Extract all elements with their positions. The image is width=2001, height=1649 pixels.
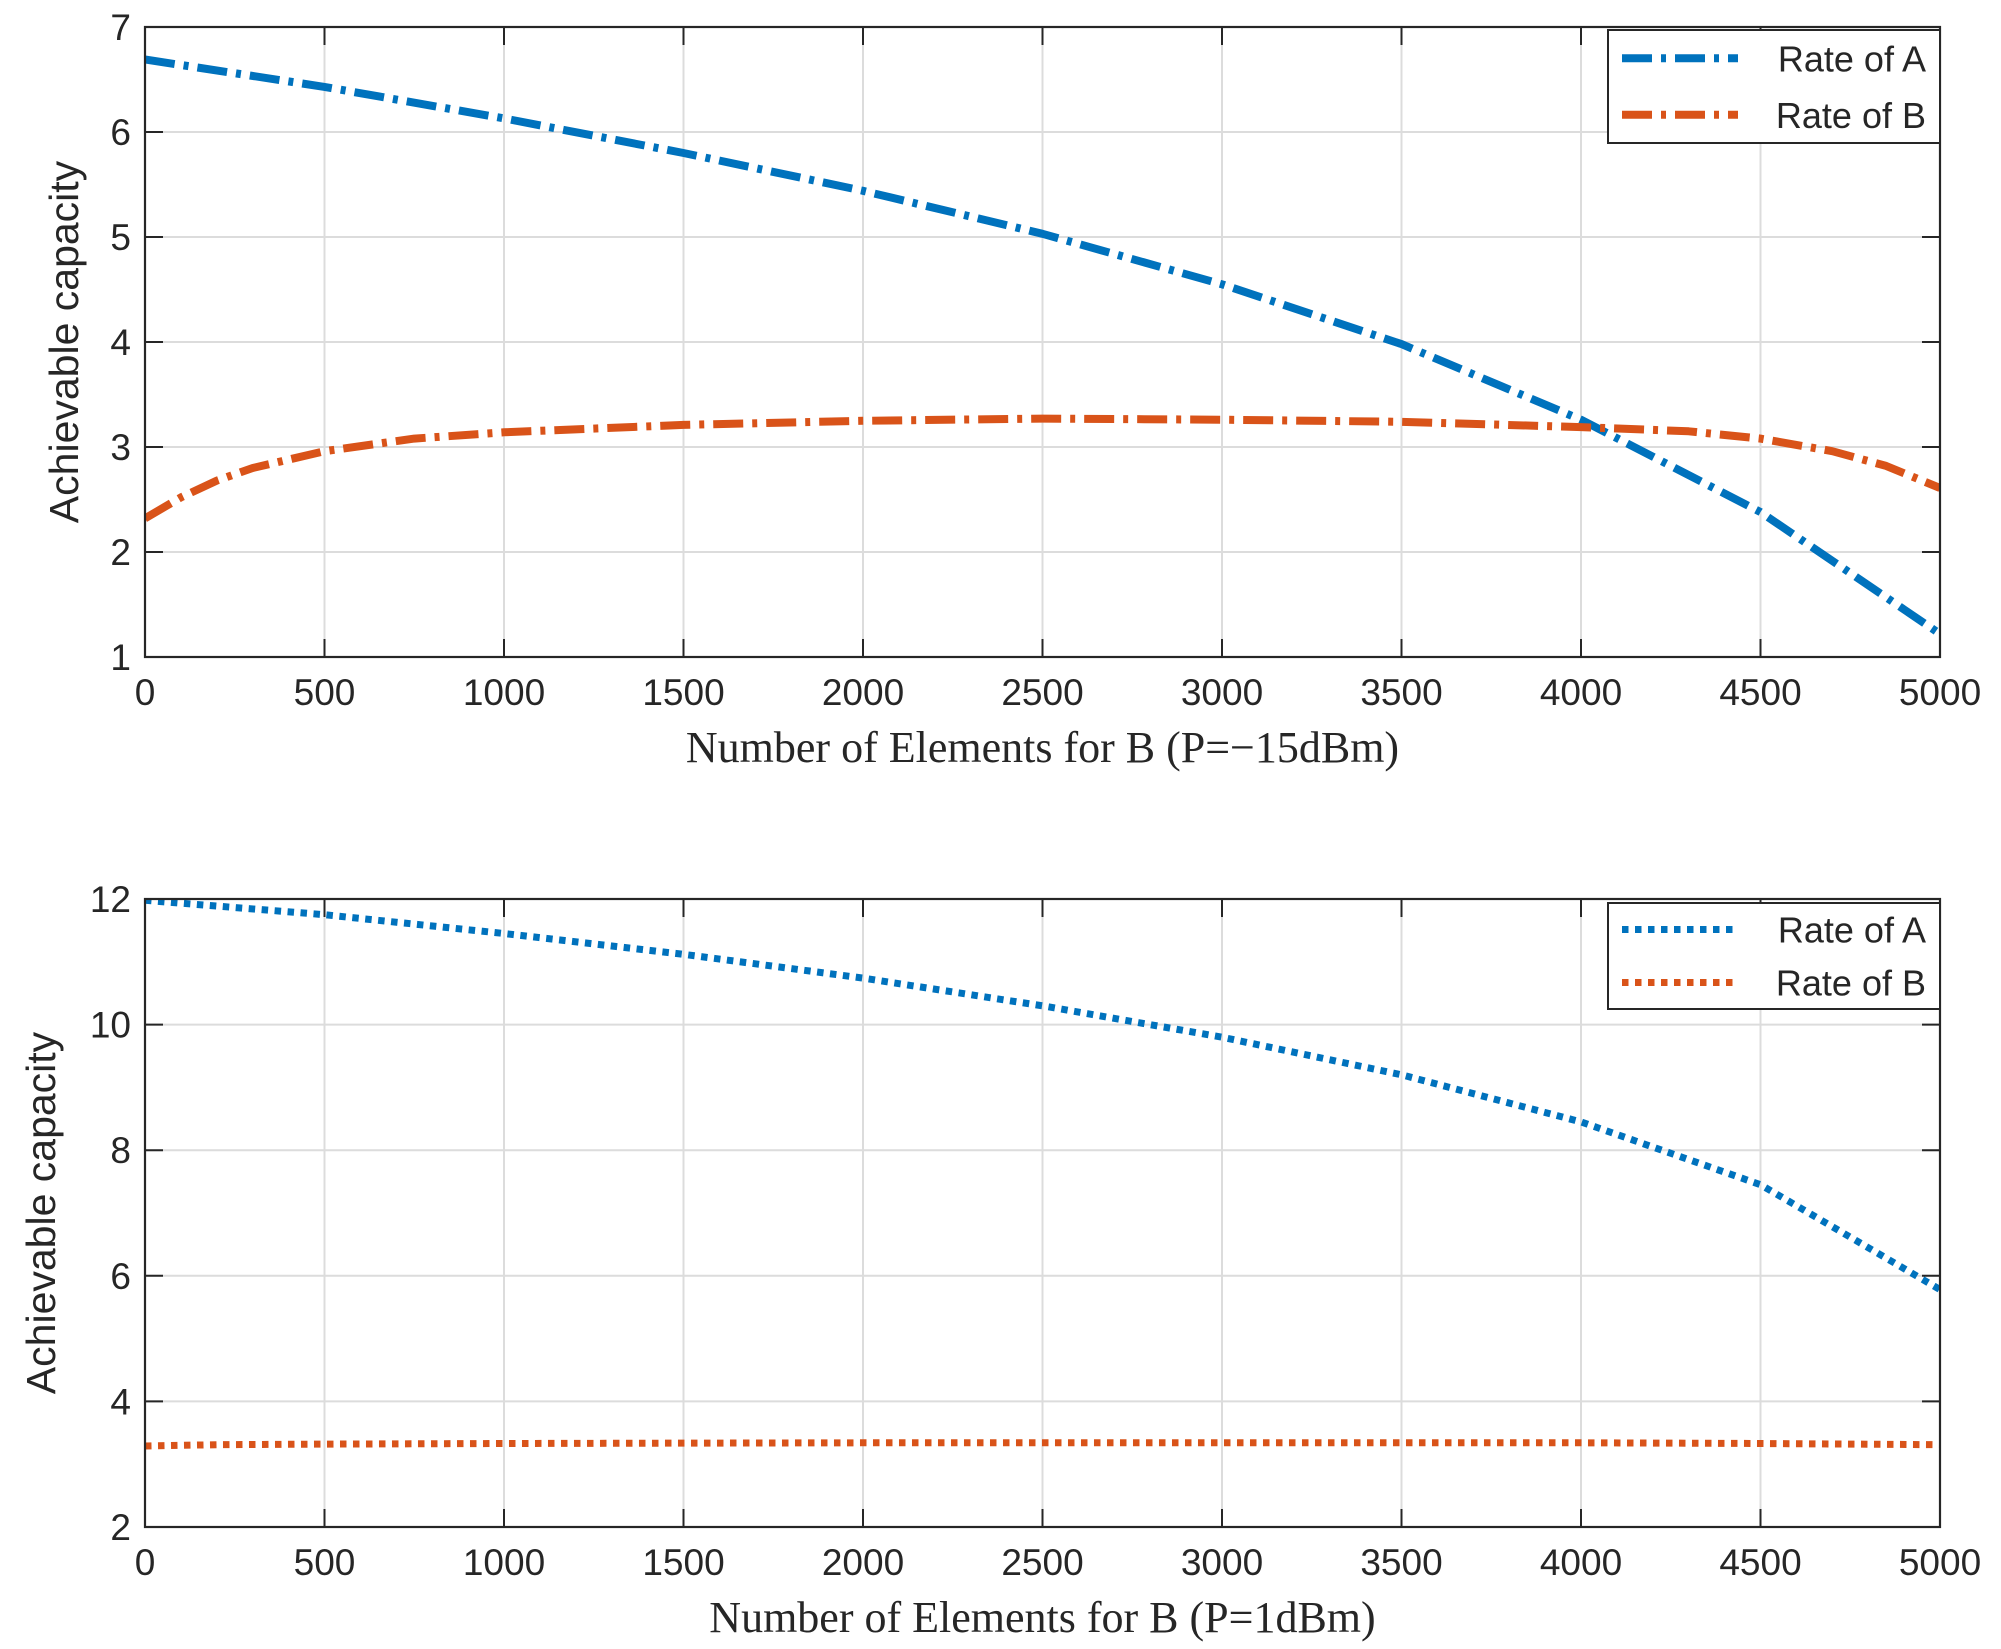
bottom-x-tick-label: 500 (294, 1542, 356, 1583)
bottom-legend-label-rate-of-b: Rate of B (1776, 963, 1926, 1004)
bottom-x-tick-label: 4500 (1719, 1542, 1801, 1583)
bottom-y-tick-label: 10 (90, 1005, 131, 1046)
bottom-x-tick-label: 2000 (822, 1542, 904, 1583)
bottom-x-tick-label: 0 (135, 1542, 156, 1583)
bottom-legend-box (1607, 902, 1941, 1010)
top-series-rate-of-a-line (145, 55, 1940, 638)
top-x-tick-label: 1500 (642, 672, 724, 713)
top-x-tick-label: 5000 (1899, 672, 1981, 713)
bottom-x-tick-label: 2500 (1001, 1542, 1083, 1583)
bottom-y-tick-label: 2 (110, 1507, 131, 1548)
bottom-x-tick-label: 3500 (1360, 1542, 1442, 1583)
top-y-tick-label: 5 (110, 217, 131, 258)
bottom-series-rate-of-b-line (145, 1439, 1940, 1450)
bottom-x-tick-label: 1000 (463, 1542, 545, 1583)
top-legend-label-rate-of-a: Rate of A (1778, 38, 1926, 79)
bottom-y-tick-label: 4 (110, 1381, 131, 1422)
bottom-y-tick-label: 6 (110, 1256, 131, 1297)
top-x-axis-label: Number of Elements for B (P=−15dBm) (686, 723, 1399, 772)
top-x-tick-label: 500 (294, 672, 356, 713)
top-x-tick-label: 2000 (822, 672, 904, 713)
bottom-chart-panel: 0 500 1000 1500 2000 2500 3000 3500 4000 4500 5000… (18, 879, 1981, 1642)
top-x-tick-label: 4500 (1719, 672, 1801, 713)
top-x-tick-label: 3000 (1181, 672, 1263, 713)
bottom-series-rate-of-a-line (145, 899, 1940, 1293)
top-y-tick-label: 1 (110, 637, 131, 678)
bottom-y-tick-label: 8 (110, 1130, 131, 1171)
top-x-tick-label: 3500 (1360, 672, 1442, 713)
top-legend-box (1607, 29, 1941, 144)
top-y-tick-label: 2 (110, 532, 131, 573)
top-y-tick-label: 3 (110, 427, 131, 468)
bottom-x-tick-label: 4000 (1540, 1542, 1622, 1583)
top-y-tick-label: 4 (110, 322, 131, 363)
top-x-tick-label: 1000 (463, 672, 545, 713)
top-x-tick-label: 4000 (1540, 672, 1622, 713)
bottom-y-tick-label: 12 (90, 879, 131, 920)
top-y-axis-label: Achievable capacity (41, 160, 87, 523)
top-legend: Rate of A Rate of B (1607, 29, 1941, 144)
top-chart-panel: 0 500 1000 1500 2000 2500 3000 3500 4000 4500 5000… (41, 7, 1981, 772)
top-y-tick-label: 6 (110, 112, 131, 153)
bottom-legend: Rate of A Rate of B (1607, 902, 1941, 1010)
bottom-y-axis-label: Achievable capacity (18, 1031, 64, 1394)
bottom-x-axis-label: Number of Elements for B (P=1dBm) (709, 1593, 1375, 1642)
top-legend-label-rate-of-b: Rate of B (1776, 95, 1926, 136)
top-y-tick-label: 7 (110, 7, 131, 48)
bottom-x-tick-label: 3000 (1181, 1542, 1263, 1583)
top-series-rate-of-b-line (145, 414, 1940, 522)
bottom-x-tick-label: 1500 (642, 1542, 724, 1583)
bottom-legend-label-rate-of-a: Rate of A (1778, 910, 1926, 951)
top-x-tick-label: 0 (135, 672, 156, 713)
top-x-tick-label: 2500 (1001, 672, 1083, 713)
bottom-x-tick-label: 5000 (1899, 1542, 1981, 1583)
